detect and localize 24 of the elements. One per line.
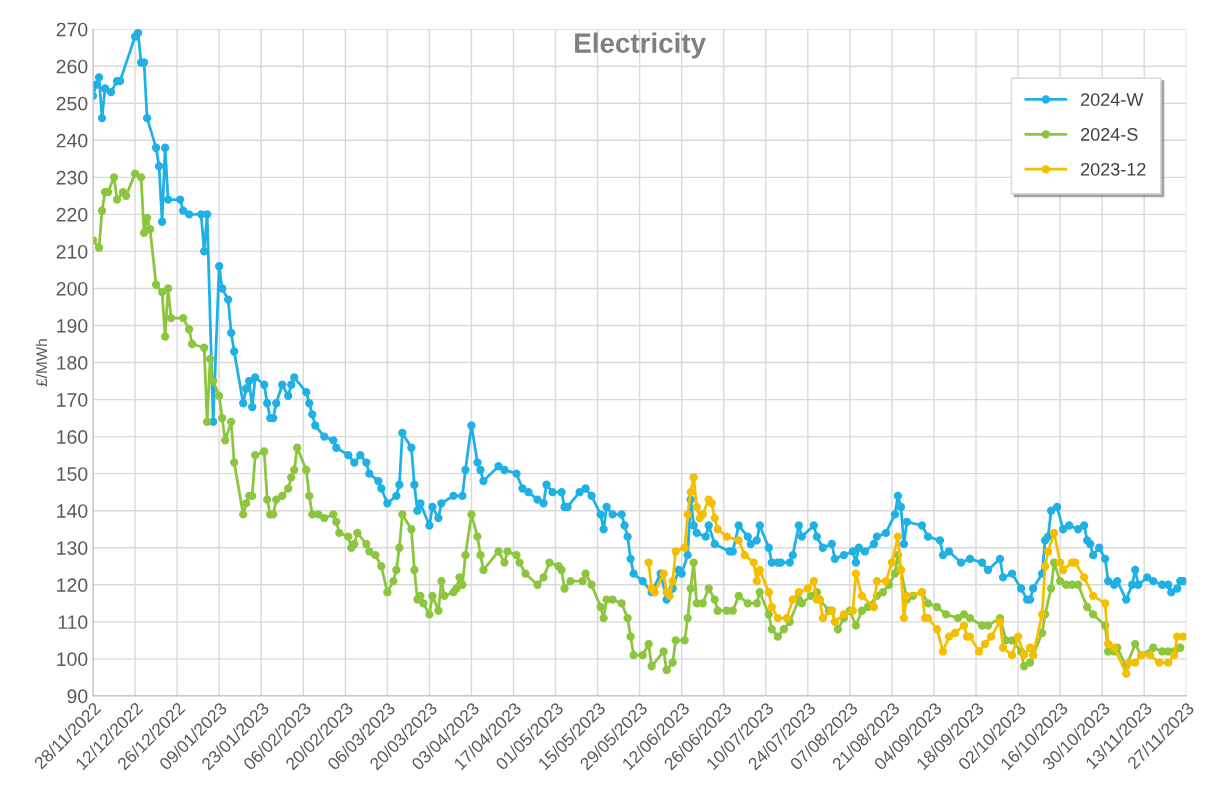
y-tick-label: 260: [56, 59, 88, 74]
legend-label: 2023-12: [1081, 162, 1146, 176]
y-tick-label: 230: [56, 170, 88, 185]
chart-title: Electricity: [575, 32, 706, 59]
legend-label: 2024-S: [1081, 128, 1138, 141]
y-tick-label: 270: [56, 22, 88, 37]
y-tick-label: 120: [57, 578, 88, 593]
y-tick-label: 240: [56, 133, 88, 148]
y-tick-label: 190: [57, 318, 88, 333]
y-tick-label: 150: [57, 467, 88, 481]
y-tick-label: 200: [56, 281, 88, 296]
legend-label: 2024-W: [1081, 93, 1144, 106]
y-tick-label: 130: [57, 541, 88, 555]
y-tick-label: 100: [57, 652, 88, 667]
y-tick-label: 170: [57, 393, 88, 407]
y-tick-label: 180: [57, 356, 88, 370]
y-tick-label: 140: [57, 504, 88, 518]
y-tick-label: 220: [56, 207, 88, 222]
y-tick-label: 90: [67, 689, 88, 704]
y-axis-title: £/MWh: [35, 339, 48, 387]
y-tick-label: 210: [56, 244, 88, 259]
y-tick-label: 110: [58, 615, 88, 630]
y-tick-label: 160: [57, 430, 88, 444]
y-tick-label: 250: [56, 96, 88, 111]
